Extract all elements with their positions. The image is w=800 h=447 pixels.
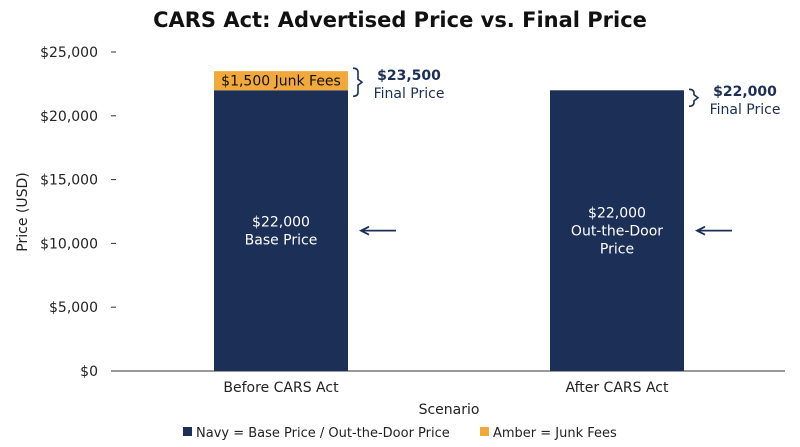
total-brace bbox=[352, 67, 364, 98]
y-tick-label: $0 bbox=[80, 364, 98, 380]
total-value-label: $23,500 bbox=[377, 68, 441, 84]
bar-data-label: Out-the-Door bbox=[571, 224, 663, 240]
total-note-label: Final Price bbox=[710, 102, 781, 118]
y-axis: $0 $5,000 $10,000 $15,000 $20,000 $25,000 bbox=[40, 45, 116, 380]
total-note-label: Final Price bbox=[374, 86, 445, 102]
y-tick-label: $15,000 bbox=[40, 173, 98, 189]
chart-title: CARS Act: Advertised Price vs. Final Pri… bbox=[153, 8, 647, 32]
bar-data-label: $22,000 bbox=[588, 206, 646, 222]
legend: Navy = Base Price / Out-the-Door Price Am… bbox=[183, 426, 617, 441]
x-axis-label: Scenario bbox=[419, 402, 480, 418]
bar-navy bbox=[550, 90, 684, 371]
bar-data-label: Base Price bbox=[245, 233, 318, 249]
bars: $22,000 Base Price $1,500 Junk Fees $22,000… bbox=[214, 71, 684, 371]
arrow-head bbox=[358, 225, 370, 236]
bar-data-label: $22,000 bbox=[252, 215, 310, 231]
legend-swatch bbox=[183, 427, 192, 436]
legend-label: Navy = Base Price / Out-the-Door Price bbox=[196, 426, 450, 441]
y-axis-label: Price (USD) bbox=[15, 172, 31, 251]
y-tick-label: $5,000 bbox=[49, 300, 98, 316]
x-tick-label: After CARS Act bbox=[565, 380, 669, 396]
y-tick-label: $25,000 bbox=[40, 45, 98, 61]
bar-amber bbox=[214, 71, 348, 91]
x-tick-label: Before CARS Act bbox=[223, 380, 339, 396]
arrow-head bbox=[694, 225, 706, 236]
bar-data-label: Price bbox=[600, 242, 634, 258]
x-tick-labels: Before CARS Act After CARS Act bbox=[223, 380, 669, 396]
legend-swatch bbox=[480, 427, 489, 436]
bar-data-label: $1,500 Junk Fees bbox=[221, 74, 341, 90]
y-tick-label: $10,000 bbox=[40, 236, 98, 252]
annotations: $23,500 Final Price $22,000 Final Price bbox=[352, 67, 781, 236]
legend-label: Amber = Junk Fees bbox=[493, 426, 617, 441]
total-value-label: $22,000 bbox=[713, 84, 777, 100]
bar-navy bbox=[214, 90, 348, 371]
total-brace bbox=[688, 88, 700, 108]
y-tick-label: $20,000 bbox=[40, 109, 98, 125]
